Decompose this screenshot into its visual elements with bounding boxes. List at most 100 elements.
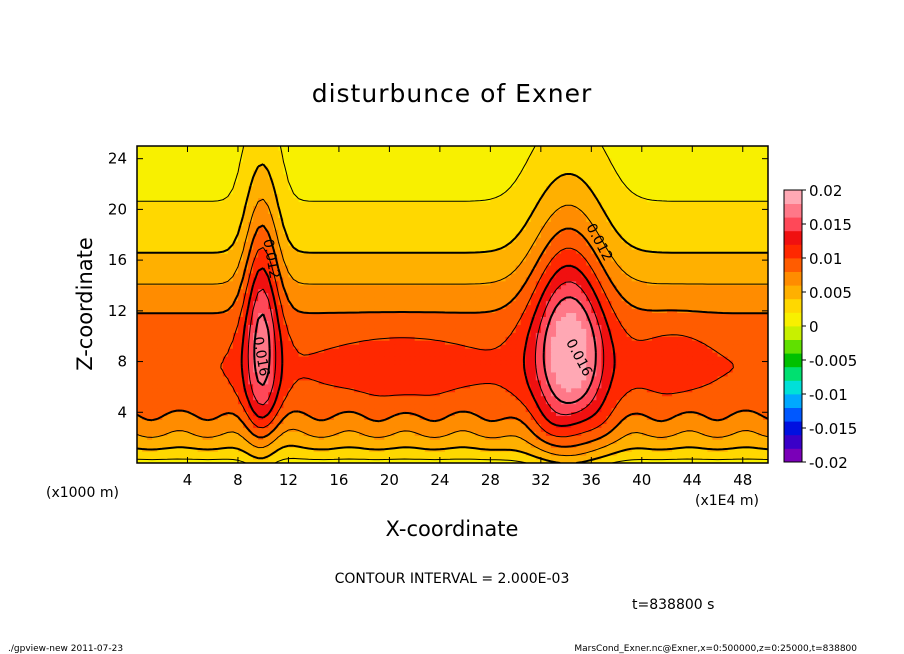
field-cell (152, 328, 158, 333)
field-cell (576, 371, 582, 377)
field-cell (651, 340, 658, 345)
field-cell (697, 399, 703, 405)
field-cell (167, 316, 173, 321)
field-cell (762, 336, 768, 341)
field-cell (475, 308, 481, 314)
field-cell (424, 455, 431, 460)
field-cell (692, 371, 698, 377)
field-cell (217, 379, 224, 385)
field-cell (475, 379, 481, 385)
field-cell (631, 427, 638, 432)
field-cell (364, 387, 370, 393)
field-cell (237, 391, 244, 397)
field-cell (298, 431, 305, 436)
field-cell (192, 415, 199, 421)
field-cell (505, 363, 512, 369)
field-cell (646, 443, 653, 448)
field-cell (308, 324, 315, 329)
field-cell (374, 407, 380, 413)
field-cell (550, 411, 557, 417)
field-cell (576, 427, 582, 432)
field-cell (697, 423, 703, 428)
field-cell (525, 399, 532, 405)
field-cell (566, 415, 572, 421)
field-cell (626, 371, 633, 377)
field-cell (258, 407, 264, 413)
field-cell (434, 431, 441, 436)
field-cell (702, 443, 709, 448)
field-cell (409, 312, 416, 317)
field-cell (187, 332, 194, 337)
field-cell (182, 352, 189, 357)
field-cell (349, 359, 355, 365)
field-cell (500, 411, 507, 417)
field-cell (137, 356, 143, 361)
field-cell (364, 407, 370, 413)
field-cell (646, 375, 653, 381)
field-cell (591, 348, 597, 353)
field-cell (318, 407, 325, 413)
field-cell (641, 439, 648, 444)
field-cell (727, 411, 734, 417)
field-cell (682, 344, 688, 349)
field-cell (581, 304, 587, 310)
field-cell (333, 367, 340, 373)
field-cell (227, 439, 234, 444)
field-cell (505, 367, 512, 373)
field-cell (707, 352, 714, 357)
field-cell (343, 403, 350, 409)
field-cell (490, 395, 497, 401)
field-cell (545, 332, 552, 337)
field-cell (631, 387, 638, 393)
field-cell (621, 316, 628, 321)
field-cell (167, 427, 173, 432)
field-cell (449, 363, 456, 369)
field-cell (399, 340, 406, 345)
field-cell (222, 427, 229, 432)
field-cell (177, 455, 184, 460)
field-cell (762, 451, 768, 456)
field-cell (631, 423, 638, 428)
field-cell (404, 455, 411, 460)
field-cell (374, 332, 380, 337)
field-cell (561, 340, 567, 345)
field-cell (672, 352, 678, 357)
field-cell (656, 336, 663, 341)
field-cell (651, 415, 658, 421)
field-cell (581, 427, 587, 432)
field-cell (354, 459, 360, 463)
field-cell (697, 336, 703, 341)
field-cell (576, 383, 582, 389)
field-cell (207, 328, 214, 333)
field-cell (722, 379, 729, 385)
field-cell (258, 332, 264, 337)
field-cell (379, 399, 385, 405)
field-cell (571, 439, 577, 444)
field-cell (530, 336, 537, 341)
field-cell (485, 431, 491, 436)
field-cell (293, 359, 300, 365)
field-cell (349, 336, 355, 341)
field-cell (364, 411, 370, 417)
field-cell (702, 312, 709, 317)
field-cell (636, 316, 643, 321)
field-cell (142, 431, 148, 436)
field-cell (576, 395, 582, 401)
field-cell (338, 459, 345, 463)
field-cell (591, 455, 597, 460)
field-cell (434, 363, 441, 369)
field-cell (611, 415, 618, 421)
field-cell (364, 403, 370, 409)
field-cell (318, 391, 325, 397)
field-cell (318, 348, 325, 353)
field-cell (182, 359, 189, 365)
field-cell (192, 359, 199, 365)
field-cell (288, 399, 295, 405)
field-cell (303, 344, 310, 349)
field-cell (656, 352, 663, 357)
field-cell (616, 411, 623, 417)
field-cell (293, 312, 300, 317)
field-cell (404, 459, 411, 463)
field-cell (762, 411, 768, 417)
field-cell (414, 395, 421, 401)
